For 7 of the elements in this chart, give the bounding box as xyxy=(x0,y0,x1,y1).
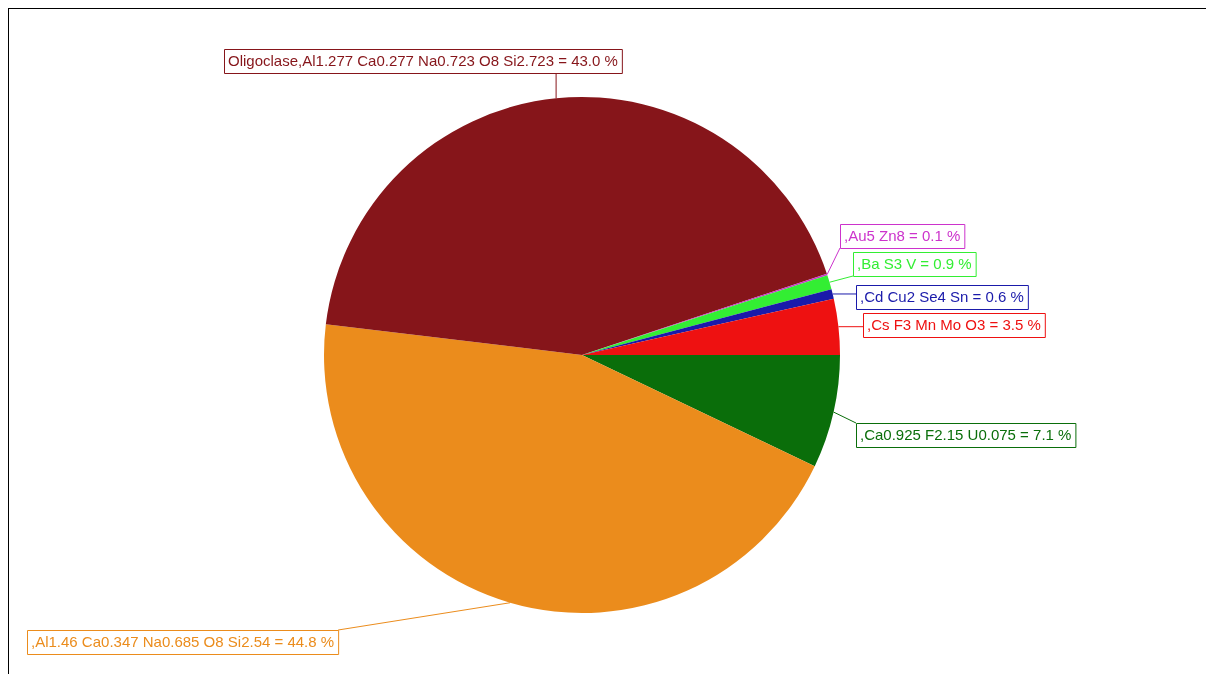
slice-label: ,Ba S3 V = 0.9 % xyxy=(857,255,972,273)
slice-label: ,Ca0.925 F2.15 U0.075 = 7.1 % xyxy=(860,426,1072,444)
slice-label: ,Cs F3 Mn Mo O3 = 3.5 % xyxy=(867,316,1041,334)
slice-label: ,Au5 Zn8 = 0.1 % xyxy=(844,227,961,245)
slice-label: ,Al1.46 Ca0.347 Na0.685 O8 Si2.54 = 44.8 % xyxy=(31,633,335,651)
slice-label: ,Cd Cu2 Se4 Sn = 0.6 % xyxy=(860,288,1024,306)
slice-label: Oligoclase,Al1.277 Ca0.277 Na0.723 O8 Si2.723 = 43.0 % xyxy=(228,52,618,70)
